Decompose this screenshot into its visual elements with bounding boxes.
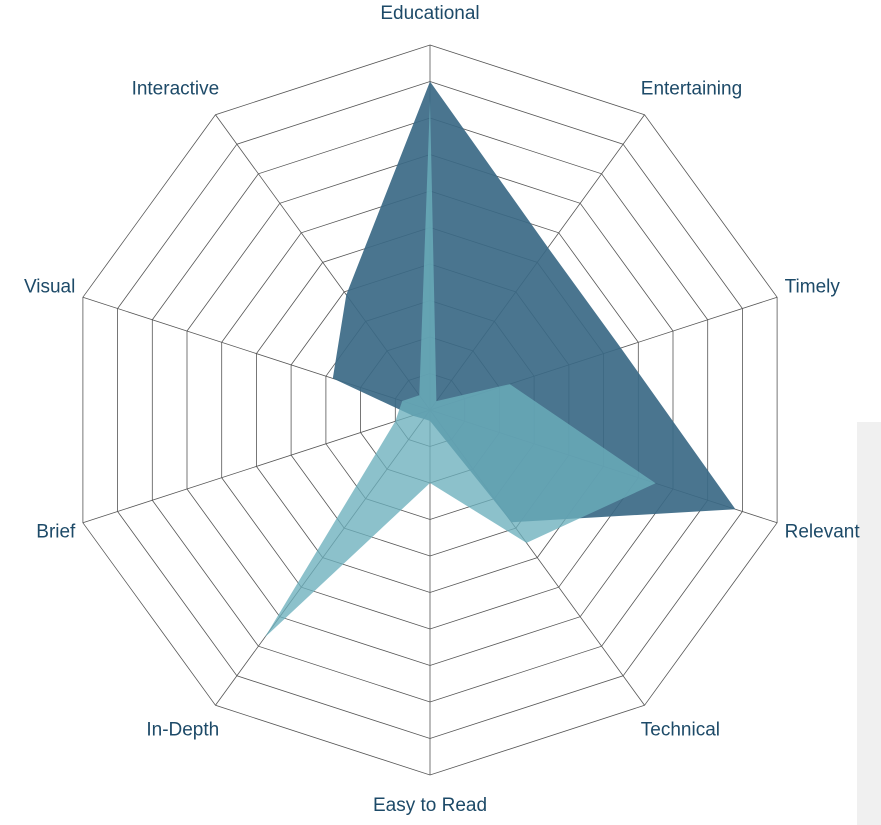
axis-label: Technical bbox=[641, 719, 720, 740]
series-area bbox=[264, 99, 656, 638]
axis-label: Easy to Read bbox=[373, 795, 487, 816]
axis-label: In-Depth bbox=[146, 719, 219, 740]
spoke bbox=[82, 409, 431, 524]
labels: Educational Entertaining Timely Relevant Tec… bbox=[24, 3, 860, 816]
axis-label: Educational bbox=[380, 3, 479, 24]
areas bbox=[264, 81, 736, 638]
axis-label: Entertaining bbox=[641, 79, 742, 100]
axis-label: Brief bbox=[36, 521, 76, 542]
axis-label: Relevant bbox=[785, 521, 861, 542]
axis-label: Interactive bbox=[132, 79, 220, 100]
side-panel bbox=[857, 422, 881, 825]
axis-label: Timely bbox=[785, 277, 841, 298]
axis-label: Visual bbox=[24, 277, 75, 298]
